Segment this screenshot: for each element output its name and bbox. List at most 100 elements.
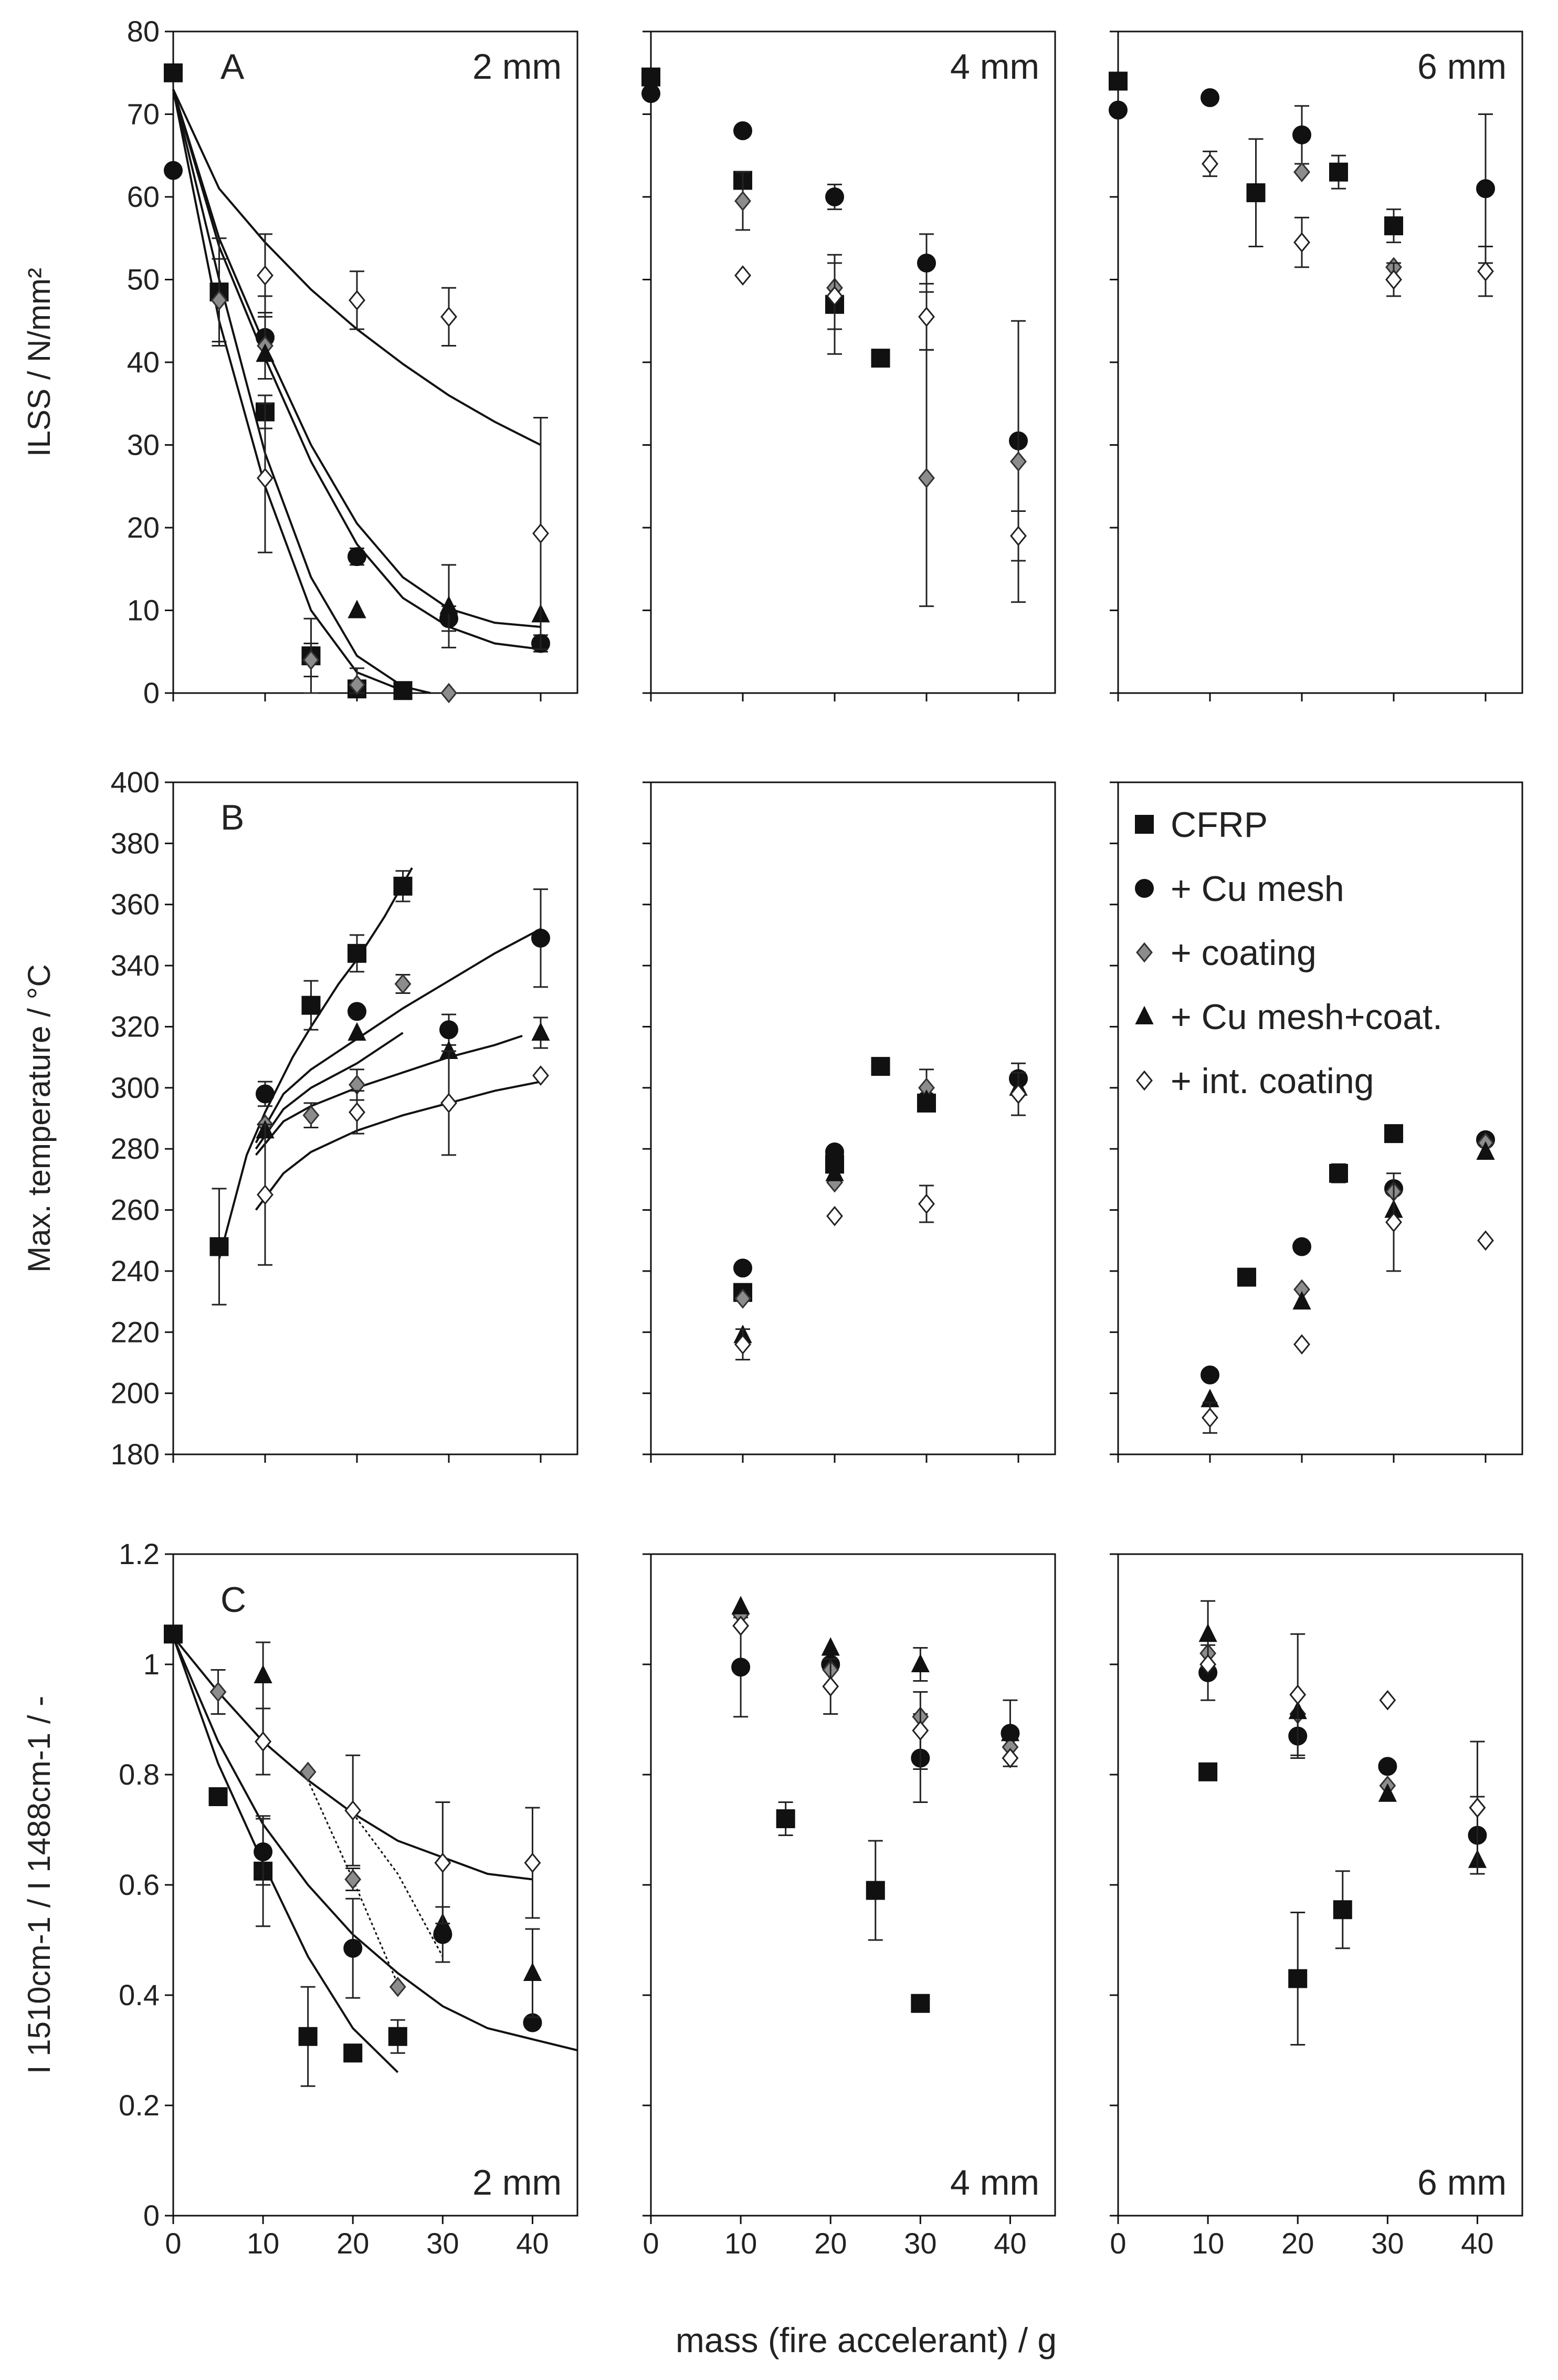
legend-marker	[1135, 1005, 1154, 1024]
data-point	[302, 649, 320, 670]
panel-letter: B	[220, 798, 244, 837]
x-tick-label: 40	[994, 2227, 1026, 2260]
plot-frame	[650, 30, 1056, 694]
data-point	[343, 1938, 363, 1958]
series-cfrp	[1237, 1124, 1403, 1287]
series-cfrp	[776, 1801, 930, 2013]
data-point	[918, 468, 935, 488]
series-cfrp	[1198, 1762, 1352, 2046]
data-point	[1237, 1267, 1256, 1287]
panel-c-6mm: 0 10 20 30 40 6 mm	[1110, 1553, 1523, 2260]
data-point	[1109, 100, 1128, 120]
data-point	[1292, 1237, 1311, 1256]
data-point	[1010, 1084, 1027, 1104]
y-tick-label: 340	[111, 949, 160, 982]
data-point	[439, 595, 458, 614]
data-point	[733, 121, 752, 140]
data-point	[734, 191, 751, 212]
data-point	[821, 1637, 840, 1656]
data-point	[210, 290, 228, 311]
series-int-coating	[732, 1616, 1019, 1770]
fit-curve	[255, 1032, 404, 1150]
legend-label: + coating	[1171, 933, 1317, 973]
data-point	[912, 1720, 929, 1741]
data-point	[871, 349, 890, 368]
y-tick-label: 0	[143, 2199, 160, 2232]
y-tick-label: 70	[127, 98, 160, 131]
y-tick-label: 180	[111, 1438, 160, 1471]
legend-marker	[1136, 942, 1153, 963]
plot-frame	[650, 1553, 1056, 2217]
panel-c-4mm: 0 10 20 30 40 4 mm	[643, 1553, 1056, 2260]
data-point	[393, 681, 413, 700]
data-point	[1288, 1969, 1308, 1988]
data-point	[918, 307, 935, 327]
data-point	[734, 265, 751, 286]
x-tick-label: 10	[1192, 2227, 1224, 2260]
fit-curve	[255, 1081, 541, 1211]
legend-item-cu-mesh: + Cu mesh	[1135, 869, 1344, 909]
fit-curve	[255, 928, 541, 1144]
x-tick-label: 0	[643, 2227, 659, 2260]
data-point	[1292, 1291, 1311, 1310]
data-point	[1329, 162, 1348, 182]
y-tick-label: 260	[111, 1193, 160, 1226]
thickness-label: 6 mm	[1417, 47, 1507, 87]
plot-frame	[1117, 30, 1523, 694]
data-point	[349, 674, 365, 695]
data-point	[1010, 451, 1027, 472]
y-tick-label: 1	[143, 1648, 160, 1681]
series-int-coating	[255, 1707, 541, 1924]
series-cu-mesh-coat	[731, 1596, 1020, 1742]
y-tick-label: 20	[127, 511, 160, 544]
x-tick-label: 30	[904, 2227, 936, 2260]
data-point	[825, 1162, 844, 1181]
data-point	[1202, 153, 1218, 174]
data-point	[298, 2027, 318, 2046]
panel-letter: A	[220, 47, 245, 87]
data-point	[348, 943, 366, 963]
data-point	[348, 1002, 366, 1021]
data-point	[734, 1288, 751, 1309]
legend-label: + Cu mesh	[1171, 869, 1344, 909]
data-point	[1109, 71, 1128, 91]
panel-b-6mm	[1110, 781, 1523, 1463]
x-tick-label: 40	[1461, 2227, 1493, 2260]
row-c-ylabel: I 1510cm-1 / I 1488cm-1 / -	[22, 1696, 57, 2074]
thickness-label: 2 mm	[472, 2163, 562, 2203]
series-cfrp	[1109, 71, 1403, 247]
plot-frame	[172, 781, 578, 1455]
data-point	[256, 343, 275, 362]
y-tick-label: 320	[111, 1010, 160, 1043]
data-point	[1292, 125, 1311, 144]
data-point	[1246, 183, 1266, 203]
data-point	[394, 973, 412, 994]
data-point	[208, 1787, 228, 1806]
legend-item-cfrp: CFRP	[1135, 805, 1268, 845]
fit-curve	[172, 1636, 399, 2073]
y-tick-label: 200	[111, 1377, 160, 1410]
x-tick-label: 20	[814, 2227, 847, 2260]
legend-item-int-coating: + int. coating	[1136, 1061, 1374, 1101]
data-point	[523, 1962, 542, 1981]
series-int-coating	[257, 1050, 549, 1266]
data-point	[826, 286, 843, 307]
data-point	[531, 928, 550, 948]
data-point	[209, 1237, 229, 1256]
legend-label: CFRP	[1171, 805, 1268, 845]
y-tick-label: 280	[111, 1132, 160, 1165]
series-int-coating	[1202, 1172, 1494, 1434]
x-tick-label: 30	[426, 2227, 459, 2260]
data-point	[1293, 1334, 1310, 1355]
data-point	[732, 1616, 750, 1636]
legend-label: + int. coating	[1171, 1061, 1374, 1101]
fit-curve	[255, 1035, 523, 1156]
legend: CFRP + Cu mesh + coating + Cu mesh+coat. + i…	[1135, 805, 1443, 1101]
legend-marker	[1135, 879, 1154, 898]
row-b-ylabel: Max. temperature / °C	[22, 964, 57, 1273]
data-point	[911, 1994, 930, 2013]
y-tick-label: 300	[111, 1071, 160, 1104]
data-point	[532, 523, 549, 544]
y-tick-label: 0.4	[119, 1978, 160, 2011]
